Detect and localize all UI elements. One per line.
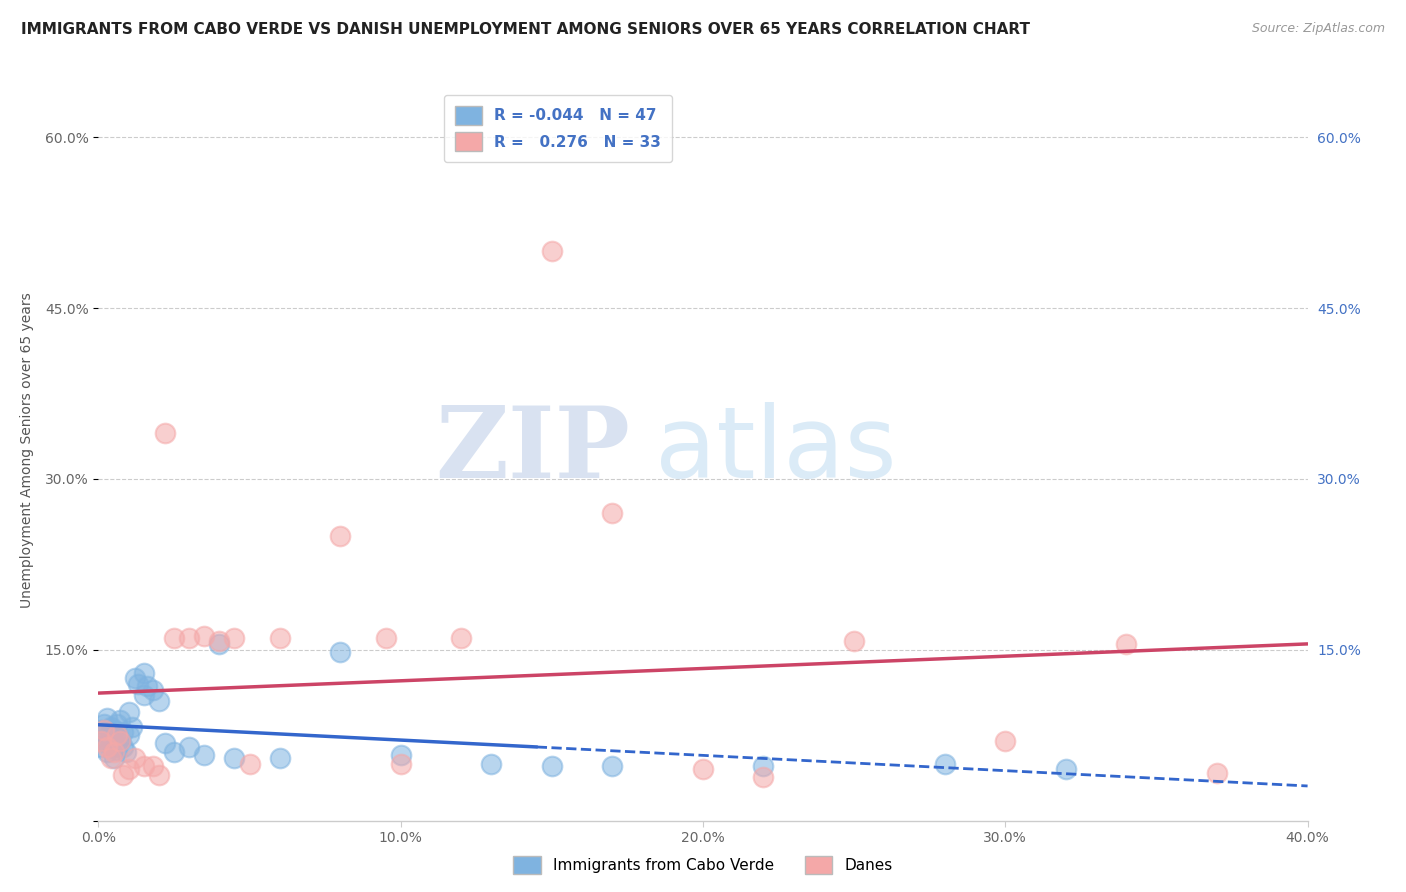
Point bbox=[132, 689, 155, 703]
Point bbox=[96, 739, 118, 754]
Point bbox=[108, 734, 131, 748]
Point bbox=[100, 751, 122, 765]
Point bbox=[127, 677, 149, 691]
Y-axis label: Unemployment Among Seniors over 65 years: Unemployment Among Seniors over 65 years bbox=[20, 293, 34, 608]
Point bbox=[752, 759, 775, 773]
Point bbox=[103, 751, 125, 765]
Point bbox=[163, 632, 186, 646]
Point bbox=[153, 426, 176, 441]
Text: ZIP: ZIP bbox=[436, 402, 630, 499]
Point bbox=[752, 770, 775, 784]
Point bbox=[111, 724, 134, 739]
Point bbox=[1115, 637, 1137, 651]
Point bbox=[208, 633, 231, 648]
Point bbox=[602, 759, 624, 773]
Point bbox=[1054, 763, 1077, 777]
Point bbox=[135, 679, 157, 693]
Point bbox=[111, 768, 134, 782]
Point bbox=[934, 756, 956, 771]
Point bbox=[389, 747, 412, 762]
Text: atlas: atlas bbox=[655, 402, 896, 499]
Point bbox=[142, 759, 165, 773]
Point bbox=[103, 739, 125, 754]
Point bbox=[90, 739, 112, 754]
Point bbox=[481, 756, 503, 771]
Point bbox=[269, 632, 291, 646]
Point bbox=[96, 736, 118, 750]
Point bbox=[124, 671, 146, 685]
Point bbox=[132, 665, 155, 680]
Point bbox=[540, 244, 562, 259]
Point bbox=[93, 723, 115, 737]
Point bbox=[103, 745, 125, 759]
Point bbox=[105, 728, 128, 742]
Point bbox=[96, 745, 118, 759]
Point bbox=[118, 728, 141, 742]
Point bbox=[193, 629, 215, 643]
Point bbox=[105, 728, 128, 742]
Point bbox=[163, 745, 186, 759]
Point bbox=[450, 632, 472, 646]
Point bbox=[100, 720, 122, 734]
Point bbox=[103, 723, 125, 737]
Point bbox=[239, 756, 262, 771]
Point bbox=[100, 734, 122, 748]
Point bbox=[90, 723, 112, 737]
Legend: R = -0.044   N = 47, R =   0.276   N = 33: R = -0.044 N = 47, R = 0.276 N = 33 bbox=[444, 95, 672, 161]
Point bbox=[105, 743, 128, 757]
Point bbox=[329, 529, 352, 543]
Point bbox=[208, 637, 231, 651]
Point bbox=[179, 739, 201, 754]
Point bbox=[96, 711, 118, 725]
Point bbox=[540, 759, 562, 773]
Point bbox=[93, 731, 115, 746]
Point bbox=[114, 745, 136, 759]
Point bbox=[118, 763, 141, 777]
Point bbox=[153, 736, 176, 750]
Text: IMMIGRANTS FROM CABO VERDE VS DANISH UNEMPLOYMENT AMONG SENIORS OVER 65 YEARS CO: IMMIGRANTS FROM CABO VERDE VS DANISH UNE… bbox=[21, 22, 1031, 37]
Text: Source: ZipAtlas.com: Source: ZipAtlas.com bbox=[1251, 22, 1385, 36]
Point bbox=[142, 682, 165, 697]
Point bbox=[224, 751, 246, 765]
Point bbox=[602, 506, 624, 520]
Point bbox=[100, 728, 122, 742]
Point bbox=[374, 632, 396, 646]
Point bbox=[329, 645, 352, 659]
Point bbox=[179, 632, 201, 646]
Point bbox=[118, 706, 141, 720]
Point bbox=[121, 720, 143, 734]
Point bbox=[844, 633, 866, 648]
Point bbox=[692, 763, 714, 777]
Point bbox=[224, 632, 246, 646]
Legend: Immigrants from Cabo Verde, Danes: Immigrants from Cabo Verde, Danes bbox=[508, 850, 898, 880]
Point bbox=[148, 694, 170, 708]
Point bbox=[108, 734, 131, 748]
Point bbox=[132, 759, 155, 773]
Point bbox=[124, 751, 146, 765]
Point bbox=[193, 747, 215, 762]
Point bbox=[93, 724, 115, 739]
Point bbox=[93, 716, 115, 731]
Point bbox=[1206, 765, 1229, 780]
Point bbox=[111, 739, 134, 754]
Point bbox=[389, 756, 412, 771]
Point bbox=[148, 768, 170, 782]
Point bbox=[108, 714, 131, 728]
Point bbox=[994, 734, 1017, 748]
Point bbox=[269, 751, 291, 765]
Point bbox=[105, 716, 128, 731]
Point bbox=[90, 734, 112, 748]
